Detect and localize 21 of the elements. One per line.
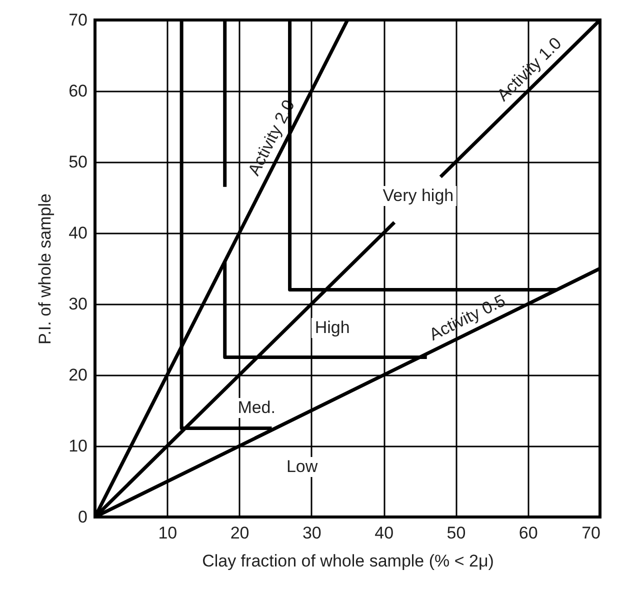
y-tick-label: 40 xyxy=(68,224,88,242)
annotation: Very high xyxy=(380,186,457,206)
y-tick-label: 0 xyxy=(78,508,88,526)
x-tick-label: 60 xyxy=(518,524,538,542)
x-axis-title: Clay fraction of whole sample (% < 2μ) xyxy=(202,552,494,570)
x-tick-label: 20 xyxy=(230,524,250,542)
y-axis-title: P.I. of whole sample xyxy=(36,194,55,344)
annotation: High xyxy=(312,318,353,338)
annotation: Low xyxy=(283,457,321,478)
y-tick-label: 10 xyxy=(68,436,88,456)
x-tick-label: 50 xyxy=(446,524,466,542)
y-tick-label: 60 xyxy=(68,82,88,100)
annotation: Med. xyxy=(234,398,278,418)
x-tick-label: 70 xyxy=(582,524,600,542)
x-tick-label: 10 xyxy=(158,524,178,542)
y-tick-label: 30 xyxy=(68,294,88,314)
x-tick-label: 40 xyxy=(374,524,394,542)
y-tick-label: 70 xyxy=(68,10,88,30)
y-tick-label: 20 xyxy=(68,366,88,384)
x-tick-label: 30 xyxy=(302,524,322,542)
y-tick-label: 50 xyxy=(68,152,88,172)
